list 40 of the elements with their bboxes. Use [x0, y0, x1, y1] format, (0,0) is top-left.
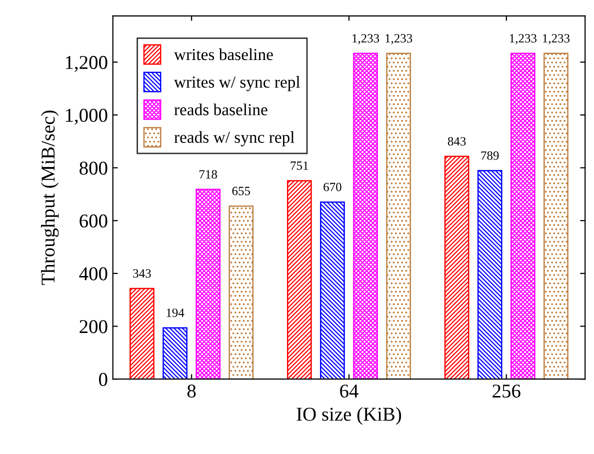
bar [196, 188, 221, 380]
y-tick-label: 1,200 [66, 56, 108, 72]
y-tick-label: 800 [80, 162, 108, 175]
x-tick-label: 256 [492, 384, 520, 398]
x-axis-title: IO size (KiB) [296, 407, 402, 425]
data-label: 343 [133, 269, 151, 278]
data-label: 718 [200, 170, 217, 179]
legend-label: writes baseline [174, 48, 273, 60]
legend-label: reads w/ sync repl [174, 131, 294, 146]
data-label: 655 [232, 186, 250, 196]
data-label: 1,233 [510, 34, 536, 44]
bar [286, 180, 312, 380]
y-tick-label: 600 [80, 214, 108, 228]
legend-label: reads baseline [174, 104, 268, 116]
data-label: 843 [448, 137, 466, 146]
bar [162, 327, 188, 380]
y-tick-label: 1,000 [66, 108, 108, 125]
bar [130, 288, 154, 380]
bar [510, 52, 536, 380]
y-tick-label: 0 [99, 372, 108, 386]
bar [320, 201, 345, 380]
bar [386, 52, 411, 380]
data-label: 194 [166, 308, 184, 317]
y-tick-label: 200 [80, 320, 108, 334]
bar [228, 205, 254, 380]
x-tick-label: 64 [340, 384, 358, 398]
data-label: 1,233 [543, 34, 570, 44]
legend-label: writes w/ sync repl [174, 76, 300, 92]
data-label: 789 [481, 151, 499, 160]
bar [353, 52, 378, 380]
y-axis-title: Throughput (MiB/sec) [41, 110, 59, 285]
bar [477, 170, 502, 380]
bar [444, 156, 470, 380]
x-tick-label: 8 [187, 384, 196, 398]
data-label: 1,233 [352, 34, 380, 44]
bar [544, 52, 568, 380]
data-label: 670 [324, 182, 342, 192]
data-label: 1,233 [386, 34, 412, 44]
y-tick-label: 400 [79, 267, 108, 280]
data-label: 751 [290, 161, 308, 170]
